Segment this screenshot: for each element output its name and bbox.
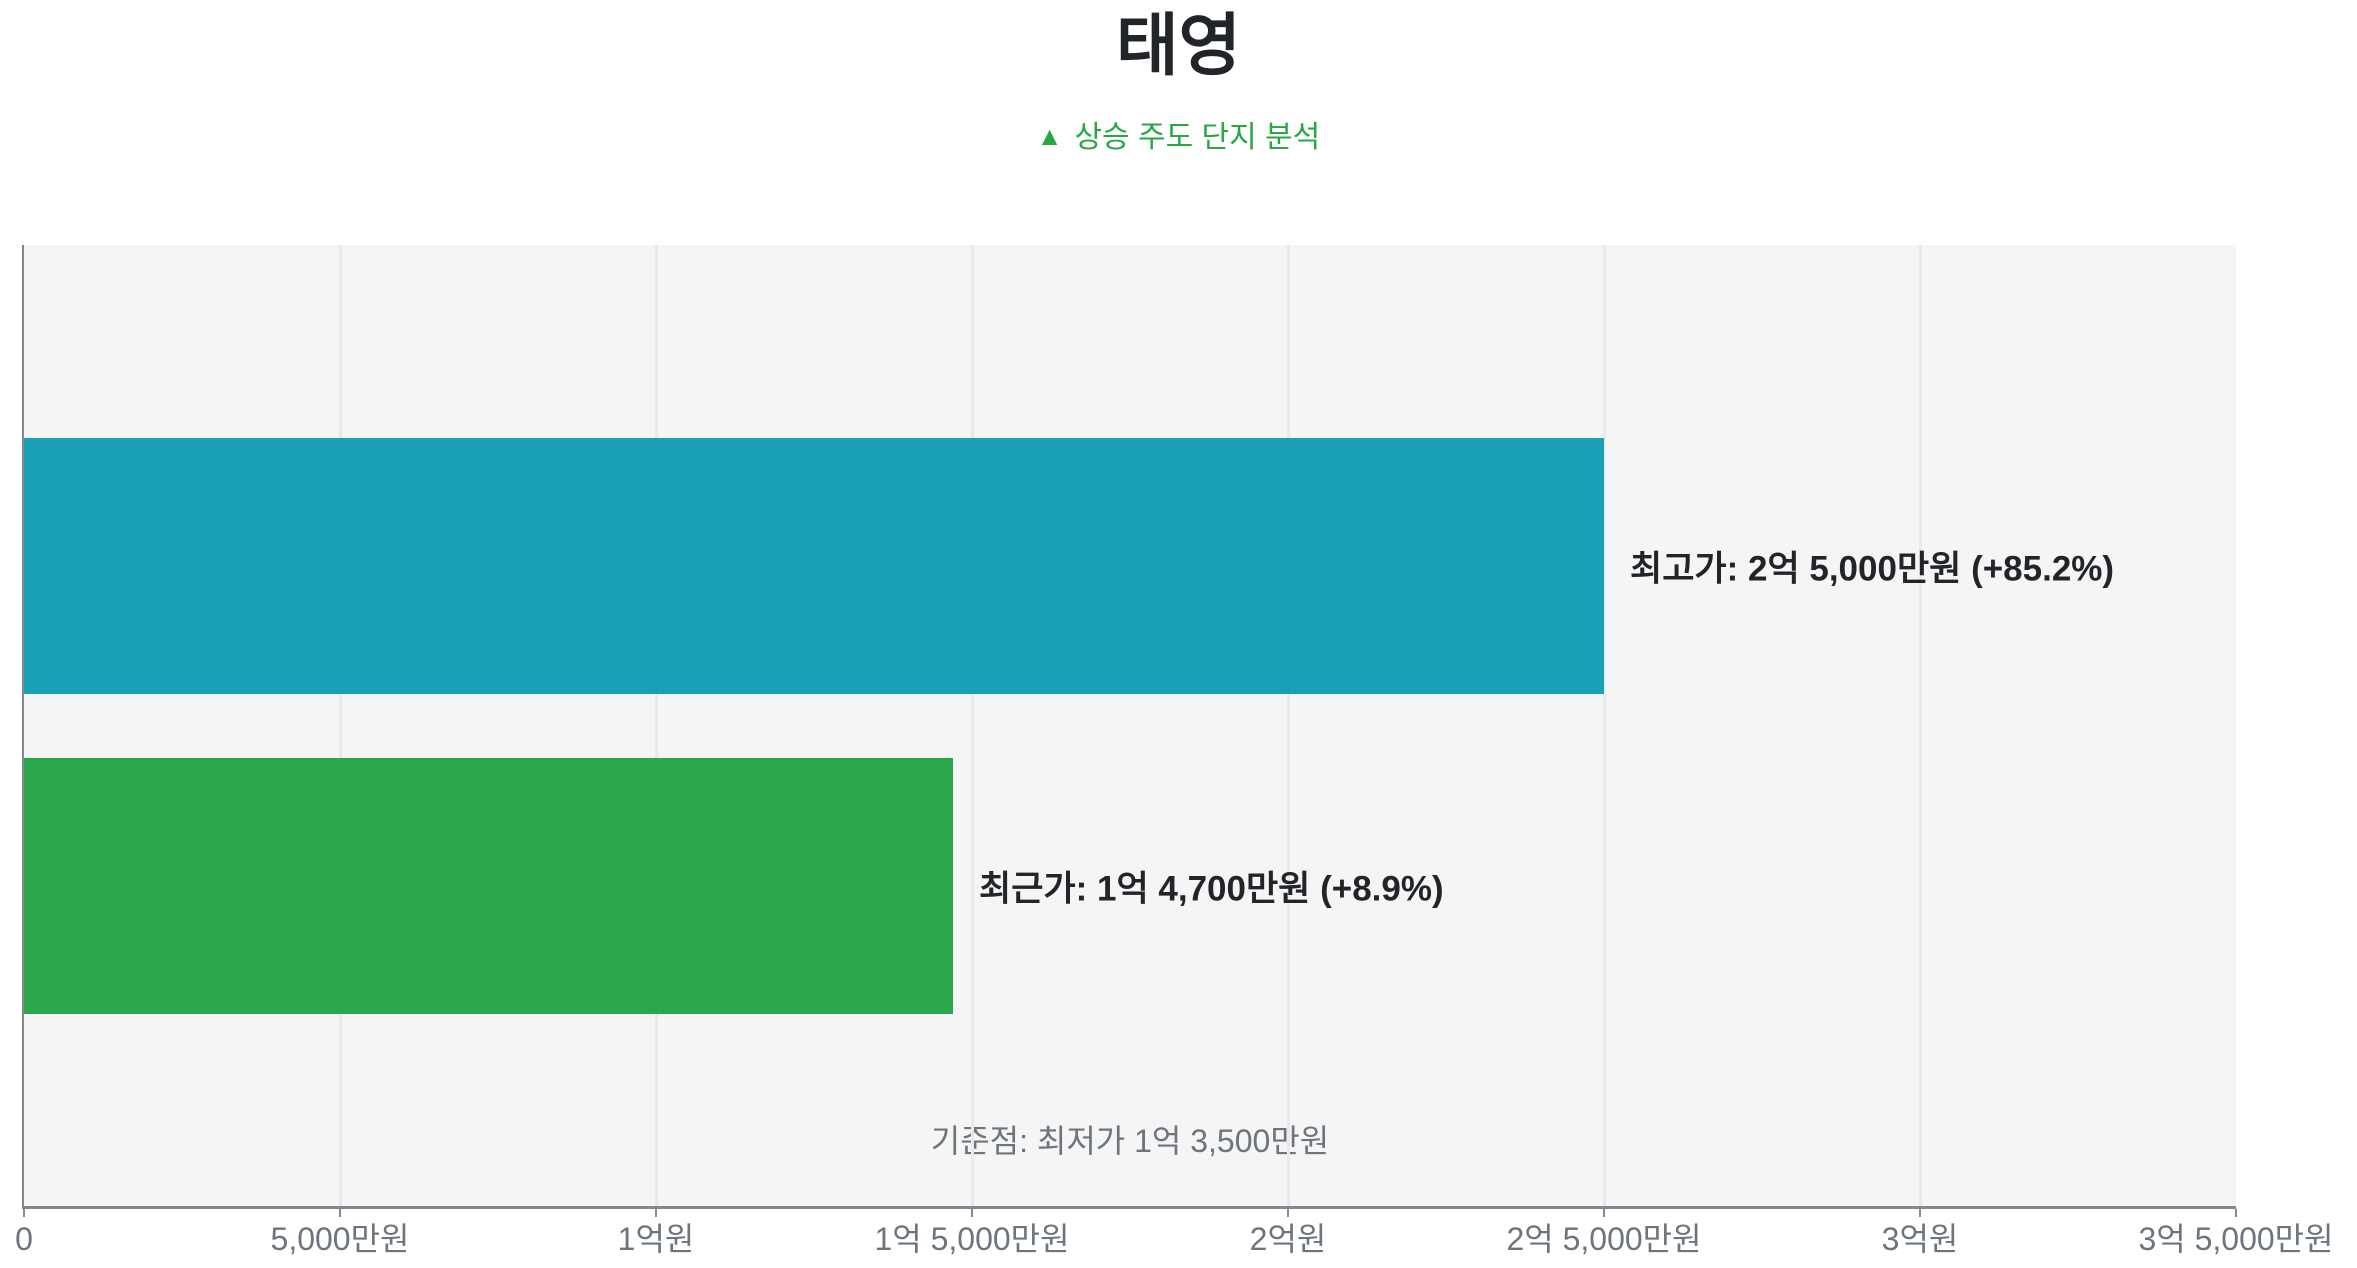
x-axis-tick xyxy=(23,1209,25,1217)
x-axis-tick-label: 2억 5,000만원 xyxy=(1506,1221,1702,1257)
x-axis-tick xyxy=(1919,1209,1921,1217)
x-axis-tick xyxy=(971,1209,973,1217)
x-axis-tick-label: 1억원 xyxy=(617,1221,695,1257)
x-axis-tick-label: 3억원 xyxy=(1881,1221,1959,1257)
gridline xyxy=(971,245,974,1206)
bar-recent-price xyxy=(24,758,954,1014)
chart-subtitle: ▲ 상승 주도 단지 분석 xyxy=(0,116,2357,160)
x-axis-tick xyxy=(2235,1209,2237,1217)
subtitle-text: 상승 주도 단지 분석 xyxy=(1074,121,1321,154)
x-axis-tick xyxy=(1603,1209,1605,1217)
x-axis-tick xyxy=(1287,1209,1289,1217)
bar-value-label-highest-price: 최고가: 2억 5,000만원 (+85.2%) xyxy=(1630,549,2115,589)
x-axis-tick xyxy=(339,1209,341,1217)
x-axis-tick-label: 0 xyxy=(15,1221,33,1257)
x-axis-tick-label: 1억 5,000만원 xyxy=(874,1221,1070,1257)
plot-area: 기준점: 최저가 1억 3,500만원 0 5,000만원 1억원 1억 5,000만… xyxy=(15,245,2334,1257)
baseline-annotation: 기준점: 최저가 1억 3,500만원 xyxy=(930,1123,1330,1159)
gridline xyxy=(1603,245,1606,1206)
page-title: 태영 xyxy=(1115,8,1242,84)
gridline xyxy=(339,245,342,1206)
gridline xyxy=(655,245,658,1206)
bar-highest-price xyxy=(24,438,1604,694)
x-axis-tick-label: 5,000만원 xyxy=(270,1221,410,1257)
x-axis-tick xyxy=(655,1209,657,1217)
up-triangle-icon: ▲ xyxy=(1036,121,1063,151)
bar-value-label-recent-price: 최근가: 1억 4,700만원 (+8.9%) xyxy=(979,869,1444,909)
x-axis-tick-label: 3억 5,000만원 xyxy=(2138,1221,2334,1257)
gridline xyxy=(1287,245,1290,1206)
gridline xyxy=(1919,245,1922,1206)
x-axis-tick-label: 2억원 xyxy=(1249,1221,1327,1257)
